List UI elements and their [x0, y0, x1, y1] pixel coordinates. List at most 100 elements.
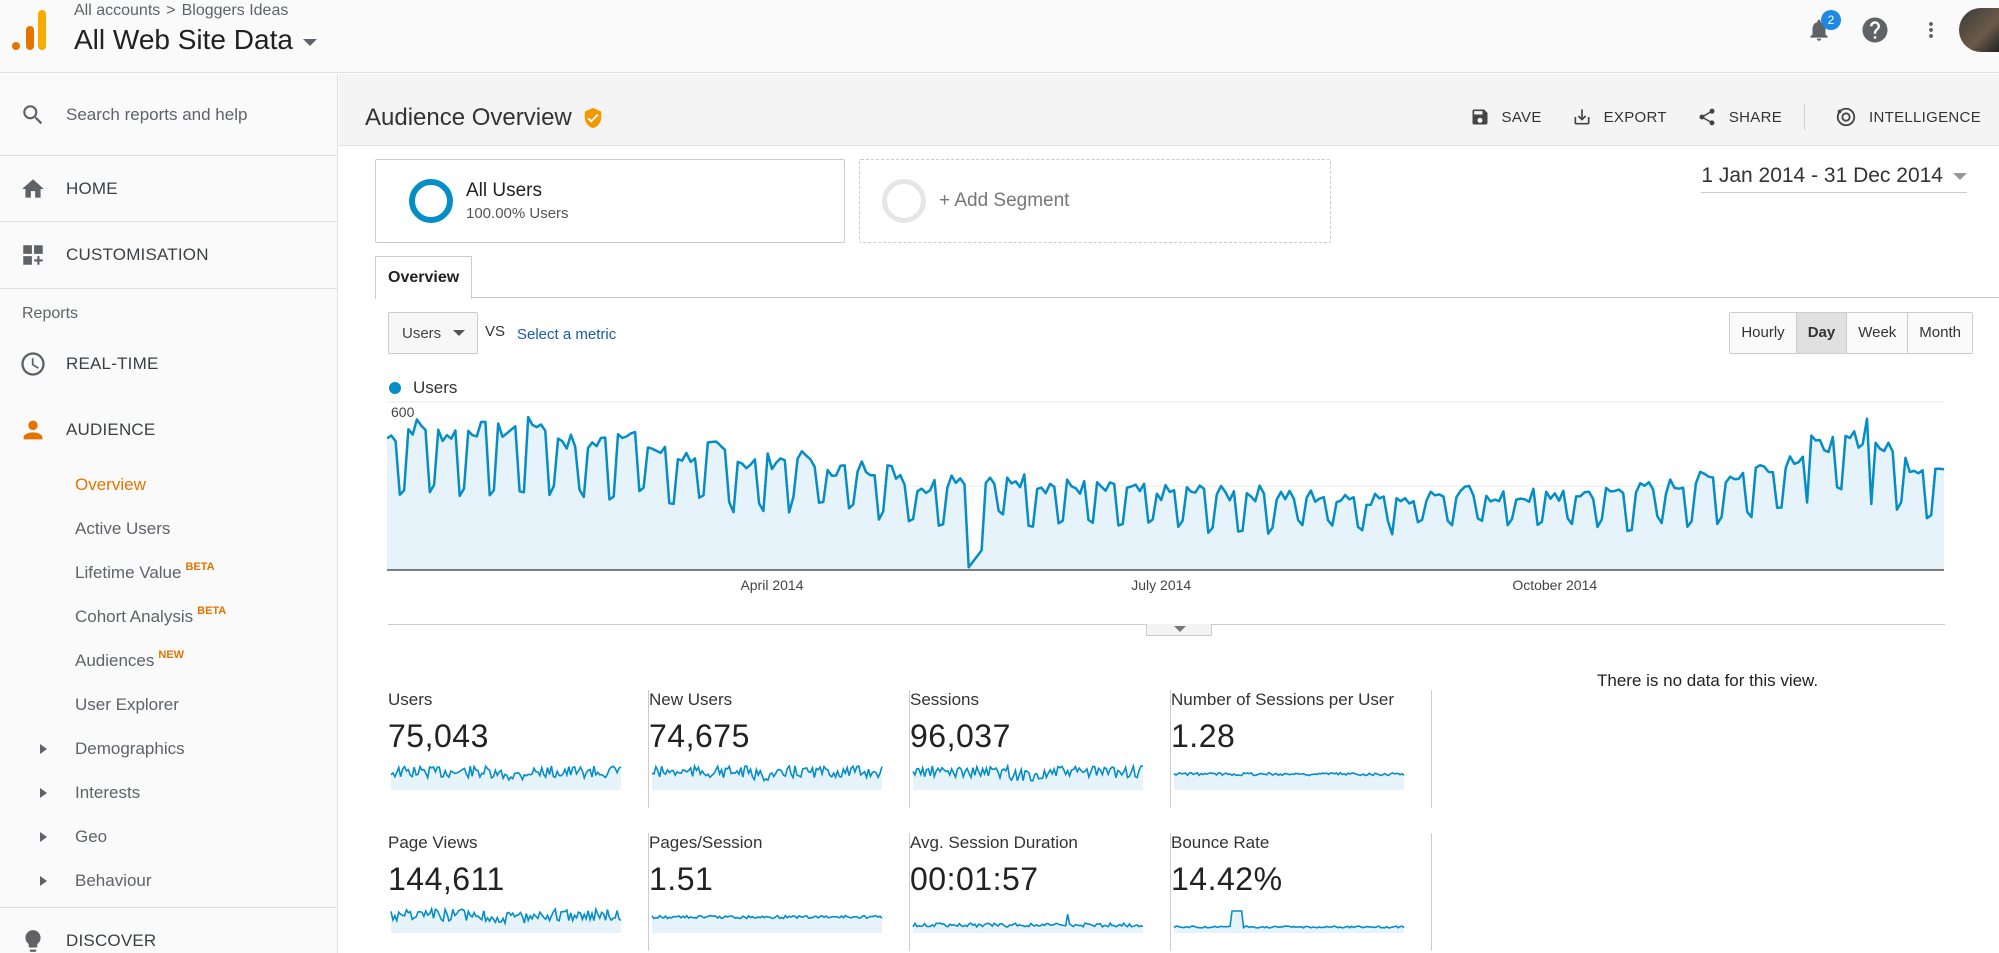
sidebar-item-realtime[interactable]: REAL-TIME	[0, 331, 337, 397]
sparkline-line	[390, 906, 622, 927]
share-button[interactable]: SHARE	[1697, 107, 1782, 127]
sparkline-area	[913, 914, 1143, 933]
kpi-sparkline	[912, 762, 1144, 790]
sidebar-subitem-interests[interactable]: Interests	[0, 771, 337, 815]
date-range-picker[interactable]: 1 Jan 2014 - 31 Dec 2014	[1701, 164, 1967, 193]
kpi-value: 144,611	[388, 861, 505, 897]
notifications-button[interactable]: 2	[1791, 8, 1847, 52]
sidebar-subitem-label: Lifetime Value	[75, 563, 182, 582]
kpi-tile[interactable]: Users 75,043	[388, 690, 649, 808]
select-metric-link[interactable]: Select a metric	[517, 326, 617, 343]
kpi-tile[interactable]: Sessions 96,037	[910, 690, 1171, 808]
date-range-label: 1 Jan 2014 - 31 Dec 2014	[1701, 164, 1943, 187]
sidebar-item-home[interactable]: HOME	[0, 156, 337, 222]
view-selector[interactable]: All Web Site Data	[74, 24, 317, 56]
kpi-tile[interactable]: New Users 74,675	[649, 690, 910, 808]
kpi-tile[interactable]: Bounce Rate 14.42%	[1171, 833, 1432, 951]
sidebar-item-label: CUSTOMISATION	[66, 245, 209, 264]
sidebar-subitem-demographics[interactable]: Demographics	[0, 727, 337, 771]
kpi-label: Page Views	[388, 833, 478, 852]
sidebar-item-customisation[interactable]: CUSTOMISATION	[0, 222, 337, 288]
sidebar-subitem-audiences[interactable]: Audiences NEW	[0, 639, 337, 683]
share-label: SHARE	[1728, 108, 1783, 126]
sidebar-subitem-behaviour[interactable]: Behaviour	[0, 859, 337, 903]
kpi-label: Number of Sessions per User	[1171, 690, 1394, 709]
vs-label: VS	[485, 323, 506, 340]
sidebar-subitem-label: Cohort Analysis	[75, 607, 194, 626]
more-options-button[interactable]	[1903, 8, 1959, 52]
feature-tag: NEW	[158, 649, 185, 661]
avatar[interactable]	[1959, 8, 1999, 52]
export-label: EXPORT	[1603, 108, 1667, 126]
add-segment-label: + Add Segment	[939, 190, 1070, 211]
sidebar-subitem-user-explorer[interactable]: User Explorer	[0, 683, 337, 727]
granularity-hourly-button[interactable]: Hourly	[1730, 313, 1796, 353]
sidebar-subitem-label: Geo	[75, 827, 108, 846]
kpi-label: New Users	[649, 690, 733, 709]
chevron-down-icon	[1953, 172, 1967, 180]
sidebar-search	[0, 74, 337, 156]
sidebar-subitem-label: Interests	[75, 783, 141, 802]
granularity-month-button[interactable]: Month	[1907, 313, 1972, 353]
breadcrumb-separator: >	[166, 2, 176, 19]
empty-ring-icon	[882, 179, 926, 223]
kpi-tile[interactable]: Avg. Session Duration 00:01:57	[910, 833, 1171, 951]
kpi-label: Bounce Rate	[1171, 833, 1270, 852]
feature-tag: BETA	[185, 561, 215, 573]
main-content: Audience Overview SAVE EXPORT SHARE INTE…	[339, 74, 1999, 953]
export-button[interactable]: EXPORT	[1572, 107, 1667, 127]
breadcrumb[interactable]: All accounts > Bloggers Ideas	[74, 2, 288, 20]
kpi-sparkline	[651, 763, 883, 790]
verified-shield-icon	[584, 107, 602, 129]
kpi-tile[interactable]: Number of Sessions per User 1.28	[1171, 690, 1432, 808]
tab-overview[interactable]: Overview	[375, 256, 473, 299]
chart-collapse-handle[interactable]	[1146, 624, 1212, 636]
help-icon	[1862, 17, 1888, 43]
segment-all-users[interactable]: All Users 100.00% Users	[375, 159, 845, 243]
legend-label: Users	[413, 378, 458, 397]
save-button[interactable]: SAVE	[1470, 107, 1542, 127]
help-button[interactable]	[1847, 8, 1903, 52]
kpi-value: 1.51	[649, 861, 714, 897]
sparkline-line	[651, 914, 883, 920]
users-series-area	[387, 417, 1944, 570]
kpi-sparkline	[390, 764, 622, 790]
sparkline-area	[1174, 911, 1404, 933]
breadcrumb-account[interactable]: All accounts	[74, 2, 161, 19]
sidebar-subitem-active-users[interactable]: Active Users	[0, 507, 337, 551]
sidebar-subitem-cohort-analysis[interactable]: Cohort Analysis BETA	[0, 595, 337, 639]
person-icon	[23, 420, 43, 440]
sidebar-item-audience[interactable]: AUDIENCE	[0, 397, 337, 463]
chart-legend: Users	[389, 378, 457, 398]
more-vert-icon	[1929, 22, 1933, 38]
sidebar-subitem-label: Active Users	[75, 519, 171, 538]
segment-percent: 100.00% Users	[466, 205, 569, 222]
kpi-sparkline	[1173, 771, 1405, 790]
intelligence-label: INTELLIGENCE	[1869, 108, 1981, 126]
granularity-week-button[interactable]: Week	[1846, 313, 1908, 353]
sidebar-item-label: HOME	[66, 178, 118, 198]
chevron-down-icon	[453, 330, 465, 336]
sidebar-subitem-lifetime-value[interactable]: Lifetime Value BETA	[0, 551, 337, 595]
kpi-tile[interactable]: Pages/Session 1.51	[649, 833, 910, 951]
metric-select[interactable]: Users	[388, 312, 478, 354]
sidebar-subitem-label: Audiences	[75, 651, 155, 670]
legend-dot	[389, 382, 401, 394]
sidebar-subitem-geo[interactable]: Geo	[0, 815, 337, 859]
add-segment-button[interactable]: + Add Segment	[859, 159, 1331, 243]
x-tick-label: April 2014	[740, 577, 803, 593]
sidebar-subitem-overview[interactable]: Overview	[0, 463, 337, 507]
intelligence-button[interactable]: INTELLIGENCE	[1835, 106, 1981, 128]
search-input[interactable]	[66, 104, 316, 125]
granularity-toggle: Hourly Day Week Month	[1729, 312, 1973, 354]
kpi-label: Pages/Session	[649, 833, 763, 852]
kpi-tile[interactable]: Page Views 144,611	[388, 833, 649, 951]
sidebar-subitem-label: User Explorer	[75, 695, 179, 714]
analytics-logo-icon[interactable]	[8, 8, 48, 52]
kpi-sparkline	[912, 914, 1144, 933]
sidebar-item-discover[interactable]: DISCOVER	[0, 907, 337, 953]
granularity-day-button[interactable]: Day	[1795, 313, 1847, 353]
y-tick-label: 600	[391, 404, 415, 420]
breadcrumb-property[interactable]: Bloggers Ideas	[181, 2, 289, 19]
